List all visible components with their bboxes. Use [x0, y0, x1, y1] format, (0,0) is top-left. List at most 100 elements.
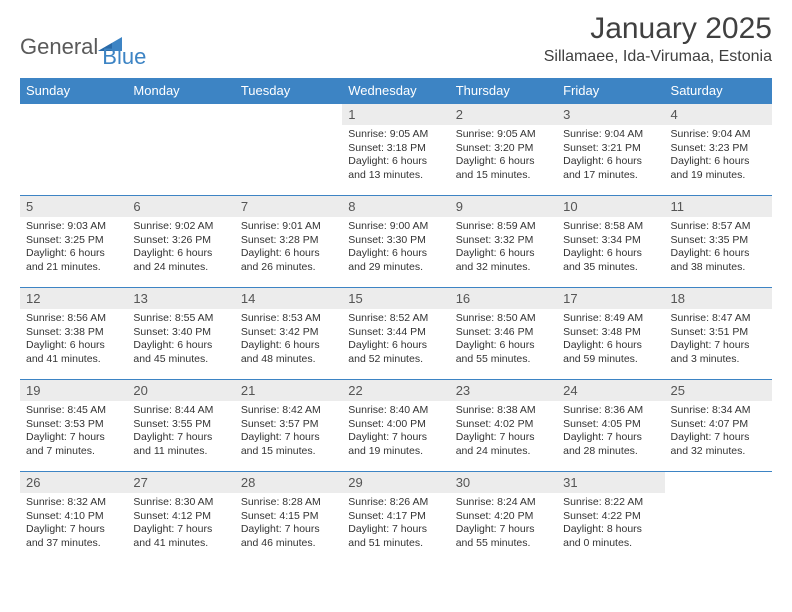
sunrise-text: Sunrise: 8:59 AM	[456, 220, 551, 234]
day-details: Sunrise: 8:55 AMSunset: 3:40 PMDaylight:…	[127, 309, 234, 371]
sunset-text: Sunset: 3:18 PM	[348, 142, 443, 156]
day-details: Sunrise: 8:59 AMSunset: 3:32 PMDaylight:…	[450, 217, 557, 279]
day-number: 22	[342, 380, 449, 401]
sunset-text: Sunset: 3:55 PM	[133, 418, 228, 432]
month-title: January 2025	[544, 12, 772, 46]
day-details: Sunrise: 8:42 AMSunset: 3:57 PMDaylight:…	[235, 401, 342, 463]
daylight-text: Daylight: 7 hours and 15 minutes.	[241, 431, 336, 458]
calendar-day-cell: 10Sunrise: 8:58 AMSunset: 3:34 PMDayligh…	[557, 196, 664, 288]
sunrise-text: Sunrise: 9:01 AM	[241, 220, 336, 234]
calendar-day-cell: 9Sunrise: 8:59 AMSunset: 3:32 PMDaylight…	[450, 196, 557, 288]
sunrise-text: Sunrise: 8:24 AM	[456, 496, 551, 510]
sunrise-text: Sunrise: 8:56 AM	[26, 312, 121, 326]
daylight-text: Daylight: 6 hours and 38 minutes.	[671, 247, 766, 274]
sunrise-text: Sunrise: 8:52 AM	[348, 312, 443, 326]
day-details: Sunrise: 8:47 AMSunset: 3:51 PMDaylight:…	[665, 309, 772, 371]
calendar-body: 1Sunrise: 9:05 AMSunset: 3:18 PMDaylight…	[20, 104, 772, 564]
daylight-text: Daylight: 7 hours and 19 minutes.	[348, 431, 443, 458]
sunset-text: Sunset: 3:30 PM	[348, 234, 443, 248]
calendar-day-cell: 5Sunrise: 9:03 AMSunset: 3:25 PMDaylight…	[20, 196, 127, 288]
day-number: 15	[342, 288, 449, 309]
sunrise-text: Sunrise: 8:57 AM	[671, 220, 766, 234]
sunset-text: Sunset: 4:17 PM	[348, 510, 443, 524]
day-number: 8	[342, 196, 449, 217]
sunset-text: Sunset: 4:10 PM	[26, 510, 121, 524]
daylight-text: Daylight: 7 hours and 24 minutes.	[456, 431, 551, 458]
day-details: Sunrise: 9:04 AMSunset: 3:23 PMDaylight:…	[665, 125, 772, 187]
sunrise-text: Sunrise: 8:44 AM	[133, 404, 228, 418]
daylight-text: Daylight: 8 hours and 0 minutes.	[563, 523, 658, 550]
day-number: 26	[20, 472, 127, 493]
day-number: 10	[557, 196, 664, 217]
day-number: 5	[20, 196, 127, 217]
calendar-day-cell: 22Sunrise: 8:40 AMSunset: 4:00 PMDayligh…	[342, 380, 449, 472]
day-number: 16	[450, 288, 557, 309]
day-details: Sunrise: 9:01 AMSunset: 3:28 PMDaylight:…	[235, 217, 342, 279]
day-header: Tuesday	[235, 78, 342, 104]
day-details: Sunrise: 9:02 AMSunset: 3:26 PMDaylight:…	[127, 217, 234, 279]
sunset-text: Sunset: 3:35 PM	[671, 234, 766, 248]
daylight-text: Daylight: 6 hours and 41 minutes.	[26, 339, 121, 366]
sunrise-text: Sunrise: 8:22 AM	[563, 496, 658, 510]
calendar-week-row: 12Sunrise: 8:56 AMSunset: 3:38 PMDayligh…	[20, 288, 772, 380]
day-header: Sunday	[20, 78, 127, 104]
sunrise-text: Sunrise: 8:28 AM	[241, 496, 336, 510]
daylight-text: Daylight: 6 hours and 24 minutes.	[133, 247, 228, 274]
daylight-text: Daylight: 6 hours and 29 minutes.	[348, 247, 443, 274]
day-number: 21	[235, 380, 342, 401]
calendar-day-cell: 2Sunrise: 9:05 AMSunset: 3:20 PMDaylight…	[450, 104, 557, 196]
daylight-text: Daylight: 6 hours and 26 minutes.	[241, 247, 336, 274]
day-number: 13	[127, 288, 234, 309]
day-number: 20	[127, 380, 234, 401]
calendar-day-cell: 21Sunrise: 8:42 AMSunset: 3:57 PMDayligh…	[235, 380, 342, 472]
day-number: 30	[450, 472, 557, 493]
day-details: Sunrise: 9:05 AMSunset: 3:18 PMDaylight:…	[342, 125, 449, 187]
calendar-day-cell: 14Sunrise: 8:53 AMSunset: 3:42 PMDayligh…	[235, 288, 342, 380]
calendar-day-cell	[20, 104, 127, 196]
sunrise-text: Sunrise: 8:47 AM	[671, 312, 766, 326]
calendar-day-cell	[127, 104, 234, 196]
day-details: Sunrise: 8:30 AMSunset: 4:12 PMDaylight:…	[127, 493, 234, 555]
day-number: 2	[450, 104, 557, 125]
daylight-text: Daylight: 6 hours and 45 minutes.	[133, 339, 228, 366]
sunset-text: Sunset: 3:20 PM	[456, 142, 551, 156]
calendar-day-cell: 3Sunrise: 9:04 AMSunset: 3:21 PMDaylight…	[557, 104, 664, 196]
daylight-text: Daylight: 6 hours and 21 minutes.	[26, 247, 121, 274]
day-header: Friday	[557, 78, 664, 104]
day-details: Sunrise: 8:24 AMSunset: 4:20 PMDaylight:…	[450, 493, 557, 555]
daylight-text: Daylight: 7 hours and 28 minutes.	[563, 431, 658, 458]
day-details: Sunrise: 9:04 AMSunset: 3:21 PMDaylight:…	[557, 125, 664, 187]
day-details: Sunrise: 8:32 AMSunset: 4:10 PMDaylight:…	[20, 493, 127, 555]
day-details: Sunrise: 8:22 AMSunset: 4:22 PMDaylight:…	[557, 493, 664, 555]
sunset-text: Sunset: 3:28 PM	[241, 234, 336, 248]
daylight-text: Daylight: 7 hours and 7 minutes.	[26, 431, 121, 458]
day-number: 3	[557, 104, 664, 125]
day-details: Sunrise: 8:44 AMSunset: 3:55 PMDaylight:…	[127, 401, 234, 463]
sunrise-text: Sunrise: 9:04 AM	[563, 128, 658, 142]
daylight-text: Daylight: 6 hours and 13 minutes.	[348, 155, 443, 182]
calendar-week-row: 19Sunrise: 8:45 AMSunset: 3:53 PMDayligh…	[20, 380, 772, 472]
calendar-day-cell: 1Sunrise: 9:05 AMSunset: 3:18 PMDaylight…	[342, 104, 449, 196]
sunset-text: Sunset: 3:26 PM	[133, 234, 228, 248]
daylight-text: Daylight: 7 hours and 11 minutes.	[133, 431, 228, 458]
sunrise-text: Sunrise: 9:02 AM	[133, 220, 228, 234]
day-number: 19	[20, 380, 127, 401]
calendar-day-cell	[665, 472, 772, 564]
day-number: 25	[665, 380, 772, 401]
day-number: 24	[557, 380, 664, 401]
calendar-table: SundayMondayTuesdayWednesdayThursdayFrid…	[20, 78, 772, 564]
calendar-day-cell: 20Sunrise: 8:44 AMSunset: 3:55 PMDayligh…	[127, 380, 234, 472]
calendar-day-cell: 17Sunrise: 8:49 AMSunset: 3:48 PMDayligh…	[557, 288, 664, 380]
sunset-text: Sunset: 3:44 PM	[348, 326, 443, 340]
day-details: Sunrise: 8:49 AMSunset: 3:48 PMDaylight:…	[557, 309, 664, 371]
day-details: Sunrise: 9:05 AMSunset: 3:20 PMDaylight:…	[450, 125, 557, 187]
daylight-text: Daylight: 6 hours and 59 minutes.	[563, 339, 658, 366]
sunset-text: Sunset: 4:00 PM	[348, 418, 443, 432]
day-details: Sunrise: 8:53 AMSunset: 3:42 PMDaylight:…	[235, 309, 342, 371]
sunrise-text: Sunrise: 8:42 AM	[241, 404, 336, 418]
daylight-text: Daylight: 6 hours and 35 minutes.	[563, 247, 658, 274]
sunset-text: Sunset: 4:12 PM	[133, 510, 228, 524]
calendar-day-cell: 8Sunrise: 9:00 AMSunset: 3:30 PMDaylight…	[342, 196, 449, 288]
calendar-day-cell: 26Sunrise: 8:32 AMSunset: 4:10 PMDayligh…	[20, 472, 127, 564]
day-details: Sunrise: 8:56 AMSunset: 3:38 PMDaylight:…	[20, 309, 127, 371]
